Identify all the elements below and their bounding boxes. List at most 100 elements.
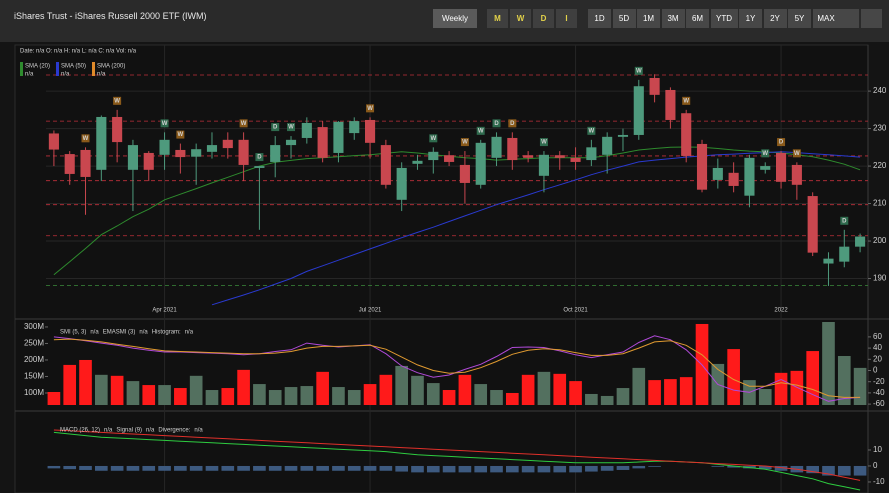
candle-body xyxy=(127,145,139,170)
range-button[interactable]: 2Y xyxy=(763,9,788,28)
bar xyxy=(95,374,108,405)
bar xyxy=(569,465,582,473)
bar xyxy=(506,392,519,405)
candle-body xyxy=(159,139,170,155)
event-marker xyxy=(539,138,548,147)
range-button[interactable]: 1D xyxy=(588,9,612,28)
candle-body xyxy=(475,142,486,185)
bar xyxy=(616,465,630,470)
bar xyxy=(458,465,472,473)
calculator-button[interactable] xyxy=(861,9,883,28)
candle-body xyxy=(839,246,850,262)
bar xyxy=(174,465,187,471)
candle-body xyxy=(364,119,376,143)
sma-line xyxy=(211,151,861,306)
view-icon-button[interactable]: W xyxy=(510,9,532,28)
event-label: W xyxy=(367,106,373,112)
candle-body xyxy=(807,196,818,253)
candle-body xyxy=(48,133,59,150)
y-tick-label: 250M xyxy=(24,339,44,348)
event-marker xyxy=(476,126,485,135)
legend-swatch xyxy=(92,62,95,76)
view-icon-button[interactable]: I xyxy=(556,9,578,28)
y-tick-label: 190 xyxy=(873,274,887,283)
legend-text: n/a xyxy=(139,330,148,336)
y2-tick-label: 20 xyxy=(873,354,882,363)
event-marker xyxy=(634,66,643,75)
bar xyxy=(395,365,408,405)
range-button[interactable]: 5D xyxy=(612,9,637,28)
candle-body xyxy=(206,145,218,152)
range-button[interactable]: MAX xyxy=(812,9,841,28)
range-button[interactable]: 1Y xyxy=(739,9,763,28)
legend-text: EMASMI (3) xyxy=(103,330,136,336)
bar xyxy=(95,465,108,471)
y2-tick-label: 60 xyxy=(873,332,882,341)
candle-body xyxy=(270,145,281,162)
range-button[interactable]: YTD xyxy=(710,9,739,28)
bar xyxy=(332,387,345,405)
event-marker xyxy=(81,134,90,143)
y-tick-label: 100M xyxy=(24,388,44,397)
event-label: D xyxy=(779,140,784,146)
bar xyxy=(158,465,171,471)
bar xyxy=(600,465,614,471)
bar xyxy=(474,465,488,473)
bar xyxy=(347,465,361,471)
event-label: D xyxy=(257,155,262,161)
candle-body xyxy=(143,152,154,170)
settings-button[interactable] xyxy=(838,9,860,28)
bar xyxy=(79,465,92,470)
legend-name: SMA (50) xyxy=(61,64,86,70)
y-tick-label: 230 xyxy=(873,124,887,133)
bar xyxy=(790,370,804,405)
view-icon-button[interactable]: M xyxy=(487,9,509,28)
legend-text: Histogram: xyxy=(152,330,181,336)
candle-body xyxy=(665,89,676,120)
event-marker xyxy=(761,149,770,158)
candle-body xyxy=(412,160,423,164)
event-marker xyxy=(271,123,280,132)
bar xyxy=(632,367,646,405)
event-marker xyxy=(429,134,438,143)
event-marker xyxy=(287,123,296,132)
view-icon-button[interactable]: D xyxy=(533,9,555,28)
bar xyxy=(711,465,725,467)
bar xyxy=(474,384,488,405)
bar xyxy=(126,381,140,405)
indicator-line xyxy=(53,338,861,398)
candle-body xyxy=(523,155,534,158)
candle-body xyxy=(380,145,391,185)
candle-body xyxy=(586,147,597,161)
toolbar: iShares Trust - iShares Russell 2000 ETF… xyxy=(0,0,889,42)
event-marker xyxy=(777,138,786,147)
bar xyxy=(822,465,835,476)
legend-text: MACD (26, 12) xyxy=(60,428,100,434)
bar xyxy=(221,388,235,405)
bar xyxy=(806,351,819,405)
bar xyxy=(363,384,377,405)
x-tick-label: Apr 2021 xyxy=(152,308,177,314)
bar xyxy=(142,465,156,471)
bar xyxy=(727,465,740,468)
range-button[interactable]: 3M xyxy=(661,9,686,28)
candle-body xyxy=(80,149,91,177)
event-marker xyxy=(176,130,185,139)
legend-name: SMA (200) xyxy=(97,64,125,70)
interval-button[interactable]: Weekly xyxy=(433,9,478,28)
bar xyxy=(758,389,772,405)
event-label: W xyxy=(636,68,642,74)
bar xyxy=(521,465,535,473)
event-marker xyxy=(840,216,849,225)
bar xyxy=(553,373,567,405)
candle-body xyxy=(791,164,802,185)
range-button[interactable]: 1M xyxy=(637,9,661,28)
legend-text: SMI (5, 3) xyxy=(60,330,86,336)
range-button[interactable]: 5Y xyxy=(788,9,812,28)
bar xyxy=(158,385,171,405)
candle-body xyxy=(649,77,660,95)
bar xyxy=(664,379,677,405)
candle-body xyxy=(823,258,834,264)
bar xyxy=(363,465,377,471)
range-button[interactable]: 6M xyxy=(686,9,710,28)
